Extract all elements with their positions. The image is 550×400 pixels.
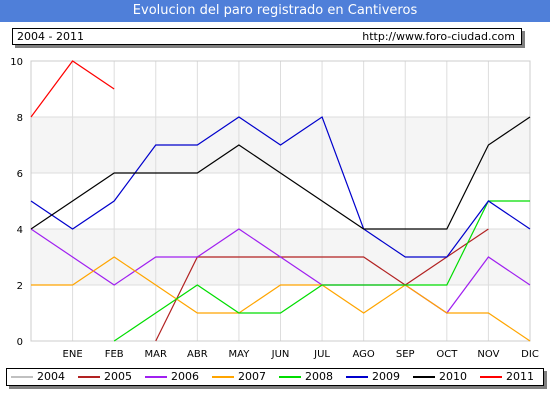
x-tick-label: NOV <box>477 349 499 360</box>
x-axis-ticks: ENE FEB MAR ABR MAY JUN JUL AGO SEP OCT NOV DIC <box>63 349 539 360</box>
x-tick-label: DIC <box>521 349 539 360</box>
series-line-2008 <box>113 200 530 342</box>
legend-swatch <box>480 376 502 378</box>
legend-label: 2011 <box>506 370 534 383</box>
series-line-2009 <box>30 116 531 258</box>
legend-item-2006: 2006 <box>141 369 208 385</box>
legend-label: 2004 <box>37 370 65 383</box>
x-tick-label: AGO <box>353 349 375 360</box>
legend-item-2011: 2011 <box>476 369 543 385</box>
legend-swatch <box>78 376 100 378</box>
x-tick-label: FEB <box>105 349 124 360</box>
legend-item-2009: 2009 <box>342 369 409 385</box>
legend-item-2007: 2007 <box>208 369 275 385</box>
series-lines <box>30 60 531 342</box>
series-line-2011 <box>30 60 115 118</box>
x-tick-label: JUL <box>313 349 330 360</box>
series-line-2010 <box>30 116 531 230</box>
legend-label: 2006 <box>171 370 199 383</box>
y-axis-ticks: 0 2 4 6 8 10 <box>10 57 23 348</box>
legend-label: 2009 <box>372 370 400 383</box>
y-tick-label: 10 <box>10 57 23 68</box>
x-tick-label: SEP <box>396 349 415 360</box>
legend-swatch <box>145 376 167 378</box>
legend: 2004 2005 2006 2007 2008 2009 2010 2011 <box>6 368 544 386</box>
y-tick-label: 2 <box>17 281 23 292</box>
legend-item-2010: 2010 <box>409 369 476 385</box>
x-tick-label: JUN <box>271 349 290 360</box>
y-tick-label: 8 <box>17 113 23 124</box>
legend-swatch <box>11 376 33 378</box>
y-tick-label: 4 <box>17 225 23 236</box>
legend-swatch <box>279 376 301 378</box>
x-tick-label: OCT <box>436 349 458 360</box>
legend-item-2008: 2008 <box>275 369 342 385</box>
x-tick-label: MAY <box>229 349 251 360</box>
legend-label: 2008 <box>305 370 333 383</box>
legend-label: 2007 <box>238 370 266 383</box>
legend-label: 2005 <box>104 370 132 383</box>
legend-item-2004: 2004 <box>7 369 74 385</box>
x-tick-label: MAR <box>145 349 167 360</box>
y-tick-label: 6 <box>17 169 23 180</box>
source-url: http://www.foro-ciudad.com <box>362 30 515 43</box>
legend-swatch <box>346 376 368 378</box>
y-tick-label: 0 <box>17 337 23 348</box>
x-tick-label: ABR <box>187 349 208 360</box>
x-tick-label: ENE <box>63 349 83 360</box>
legend-label: 2010 <box>439 370 467 383</box>
legend-item-2005: 2005 <box>74 369 141 385</box>
series-line-2005 <box>155 228 489 342</box>
info-box: 2004 - 2011 http://www.foro-ciudad.com <box>12 28 522 45</box>
year-range-label: 2004 - 2011 <box>17 30 84 43</box>
chart-title: Evolucion del paro registrado en Cantive… <box>0 0 550 22</box>
series-line-2007 <box>31 256 531 342</box>
series-line-2006 <box>30 228 531 314</box>
legend-swatch <box>212 376 234 378</box>
legend-swatch <box>413 376 435 378</box>
